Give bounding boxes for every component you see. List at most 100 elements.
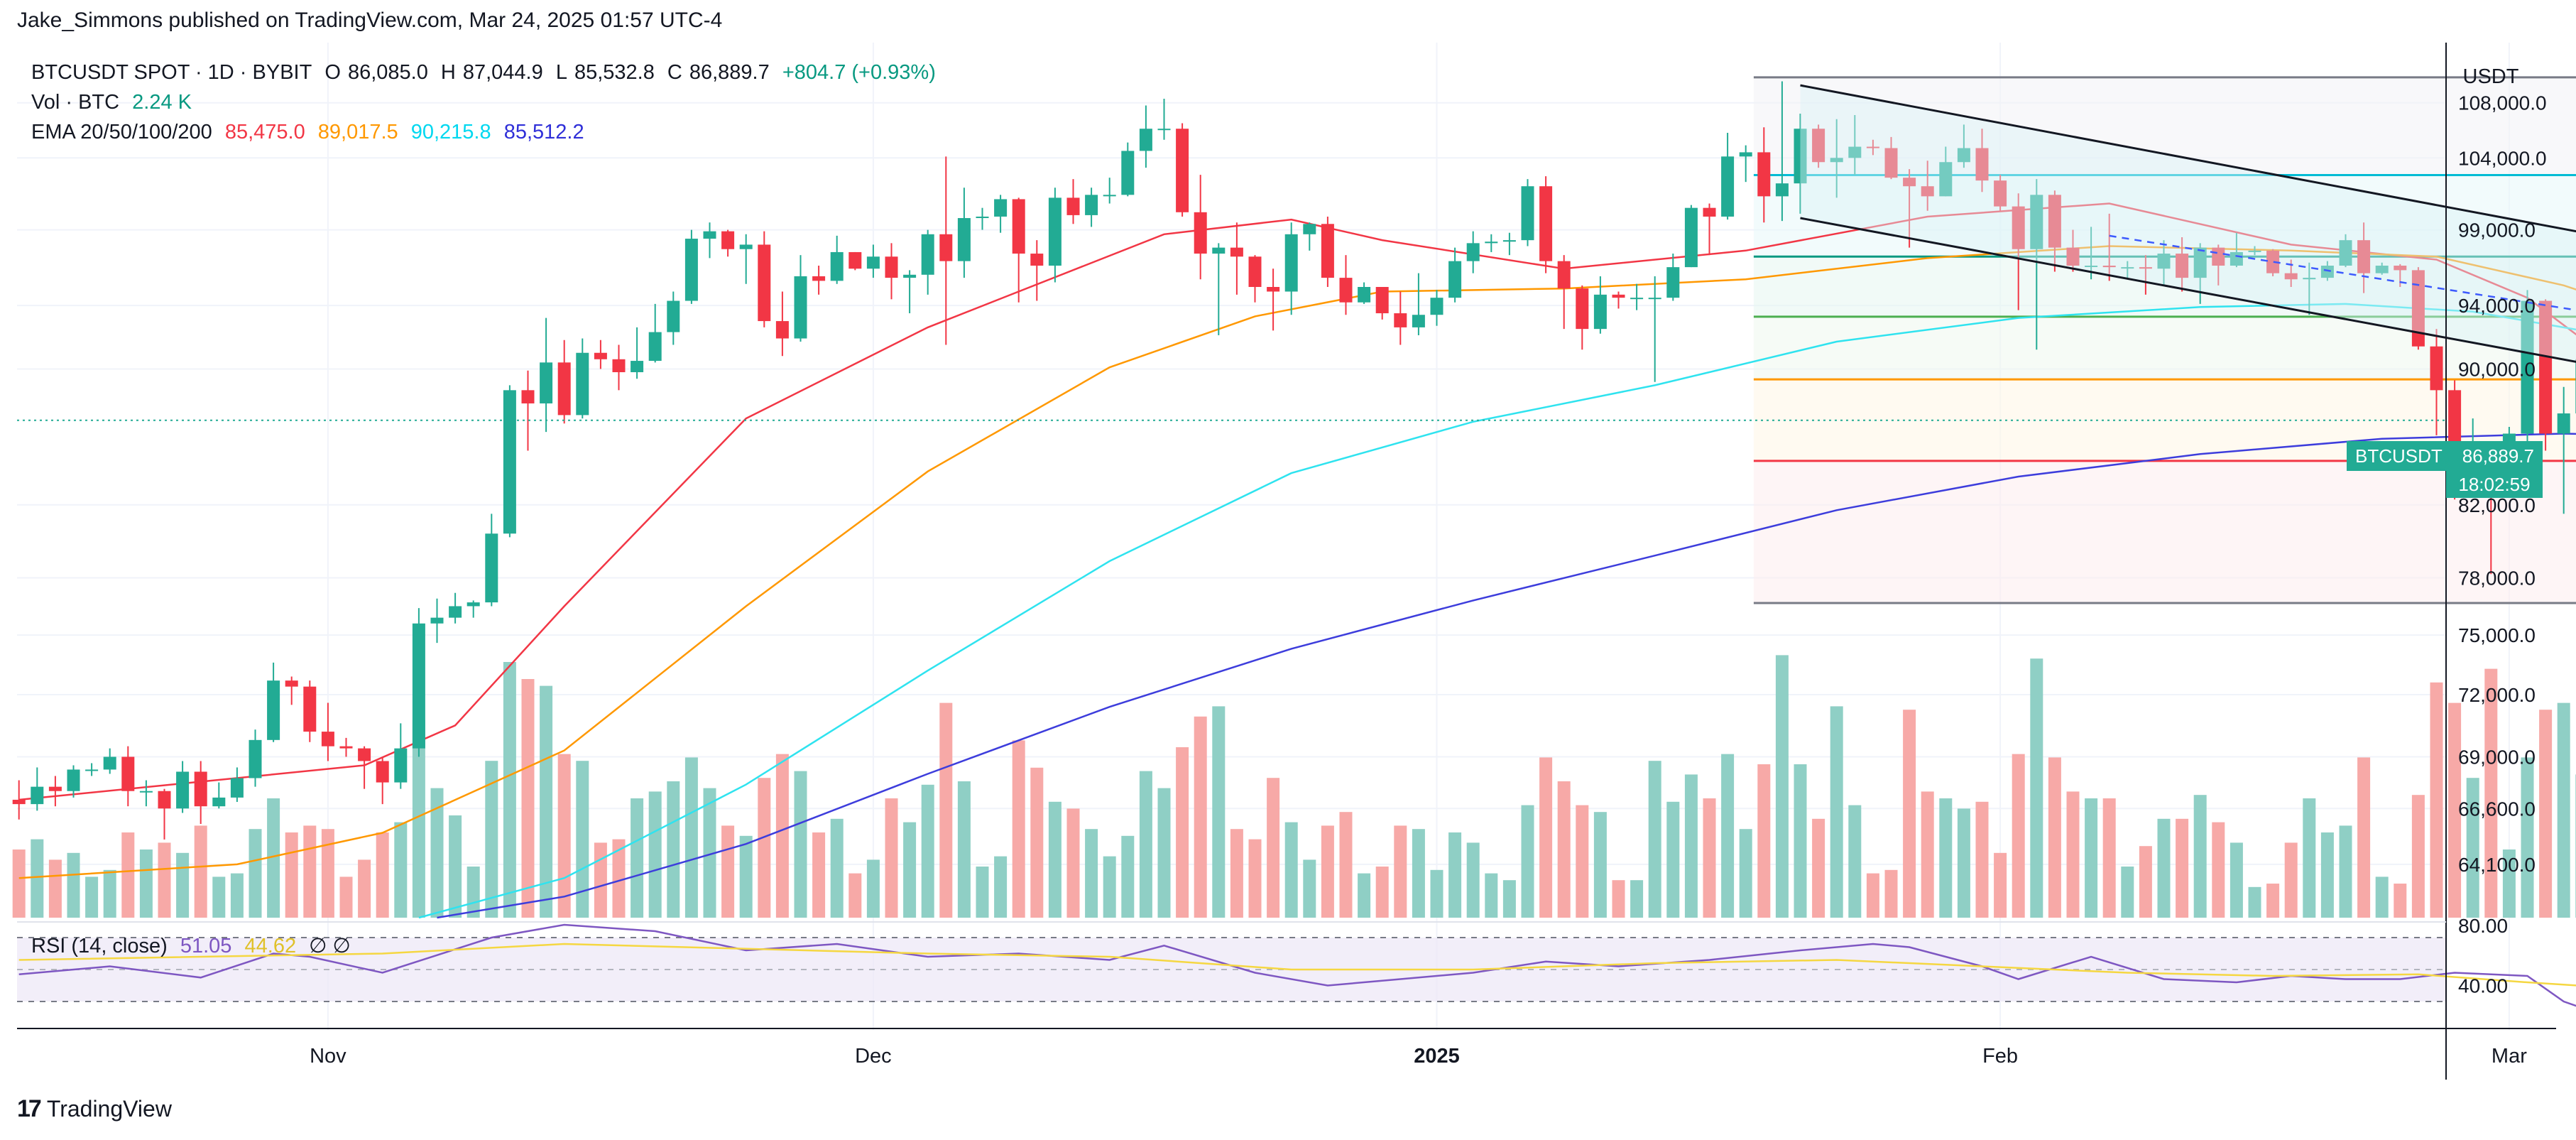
rsi-legend[interactable]: RSI (14, close) 51.05 44.62 ∅ ∅ xyxy=(31,933,358,958)
symbol-label[interactable]: BTCUSDT SPOT · 1D · BYBIT xyxy=(31,61,312,84)
volume-bar xyxy=(1321,825,1334,918)
candle-body xyxy=(521,390,535,403)
candle-body xyxy=(2357,240,2371,273)
volume-bar xyxy=(2303,798,2316,918)
volume-bar xyxy=(2085,798,2098,918)
candle-body xyxy=(830,251,844,281)
volume-bar xyxy=(1921,791,1934,918)
volume-bar xyxy=(939,702,953,918)
candle-body xyxy=(2085,266,2098,268)
candle-body xyxy=(1957,148,1970,163)
currency-button[interactable]: USDT xyxy=(2462,65,2519,88)
volume-bar xyxy=(557,754,571,918)
volume-bar xyxy=(667,781,680,918)
candle-body xyxy=(1757,152,1771,197)
volume-bar xyxy=(2539,710,2553,918)
rsi-label[interactable]: RSI (14, close) xyxy=(31,935,168,957)
volume-bar xyxy=(2193,795,2207,918)
candle-body xyxy=(903,274,917,278)
rsi-ma-value: 44.62 xyxy=(244,935,297,957)
ema-legend[interactable]: EMA 20/50/100/200 85,475.0 89,017.5 90,2… xyxy=(31,121,591,144)
volume-bar xyxy=(2248,886,2261,918)
candle-body xyxy=(994,199,1008,217)
candle-body xyxy=(885,256,898,278)
volume-bar xyxy=(1394,825,1407,918)
volume-value: 2.24 K xyxy=(132,91,192,114)
rsi-line xyxy=(18,923,2576,1007)
volume-bar xyxy=(1648,761,1661,918)
axes: 108,000.0 104,000.0 99,000.0 94,000.0 90,000… xyxy=(17,43,2556,1080)
volume-bar xyxy=(1448,832,1462,918)
candle-body xyxy=(667,300,680,332)
price-change: +804.7 (+0.93%) xyxy=(782,61,936,84)
volume-bar xyxy=(1066,808,1080,918)
candle-body xyxy=(2521,300,2534,434)
last-price-tag: BTCUSDT 86,889.7 xyxy=(2347,441,2543,471)
volume-bar xyxy=(2284,842,2298,918)
symbol-legend[interactable]: BTCUSDT SPOT · 1D · BYBIT O 86,085.0 H 87,… xyxy=(31,61,943,85)
volume-bar xyxy=(267,798,280,918)
candle-body xyxy=(449,606,462,618)
volume-bar xyxy=(2502,849,2516,918)
volume-bar xyxy=(466,867,480,918)
candle-body xyxy=(1502,240,1516,242)
candle-body xyxy=(1157,129,1171,131)
candle-body xyxy=(612,359,626,373)
candle-body xyxy=(394,748,408,783)
candle-body xyxy=(1975,148,1989,181)
candle-body xyxy=(2157,254,2171,269)
candle-body xyxy=(1358,287,1371,303)
ema100-value: 90,215.8 xyxy=(410,121,491,143)
candle-body xyxy=(1194,212,1207,254)
volume-bar xyxy=(2411,795,2425,918)
volume-bar xyxy=(1994,852,2007,918)
candle-body xyxy=(1521,186,1534,241)
volume-bar xyxy=(67,852,80,918)
candle-body xyxy=(303,686,317,732)
volume-bar xyxy=(2557,702,2570,918)
candle-body xyxy=(376,761,389,783)
volume-bar xyxy=(212,876,226,918)
candle-body xyxy=(103,756,116,770)
candle-body xyxy=(2102,266,2116,268)
volume-bar xyxy=(1957,808,1970,918)
candle-body xyxy=(631,361,644,373)
candle-body xyxy=(1085,195,1098,215)
candle-body xyxy=(1339,278,1353,303)
candle-body xyxy=(1267,287,1280,292)
y-tick-label: 78,000.0 xyxy=(2458,568,2536,590)
ema20-value: 85,475.0 xyxy=(224,121,305,143)
candle-body xyxy=(2230,251,2243,266)
volume-bar xyxy=(1630,880,1644,918)
volume-bar xyxy=(1502,880,1516,918)
candle-body xyxy=(1812,129,1825,163)
volume-bar xyxy=(594,842,607,918)
tradingview-footer[interactable]: 17 TradingView xyxy=(17,1095,172,1123)
volume-legend[interactable]: Vol · BTC 2.24 K xyxy=(31,91,199,114)
volume-bar xyxy=(2157,818,2171,918)
volume-bar xyxy=(540,685,553,918)
volume-bar xyxy=(376,832,389,918)
volume-label[interactable]: Vol · BTC xyxy=(31,91,120,114)
volume-bar xyxy=(1539,757,1553,918)
volume-bar xyxy=(848,873,862,918)
y-tick-label: 66,600.0 xyxy=(2458,798,2536,820)
candlesticks xyxy=(12,81,2576,840)
ema-label[interactable]: EMA 20/50/100/200 xyxy=(31,121,212,143)
volume-bar xyxy=(1703,798,1716,918)
candle-body xyxy=(2266,250,2280,273)
candle-body xyxy=(1103,195,1116,197)
candle-body xyxy=(775,321,789,339)
candle-body xyxy=(939,234,953,261)
volume-bar xyxy=(285,832,298,918)
candle-body xyxy=(648,332,662,362)
candle-body xyxy=(2320,266,2334,278)
candle-body xyxy=(2339,240,2352,266)
volume-bar xyxy=(1212,706,1226,918)
volume-bar xyxy=(412,720,425,918)
volume-bar xyxy=(1030,767,1044,918)
volume-bar xyxy=(612,839,626,918)
candle-body xyxy=(412,623,425,749)
channel-lower-line xyxy=(1800,217,2576,363)
